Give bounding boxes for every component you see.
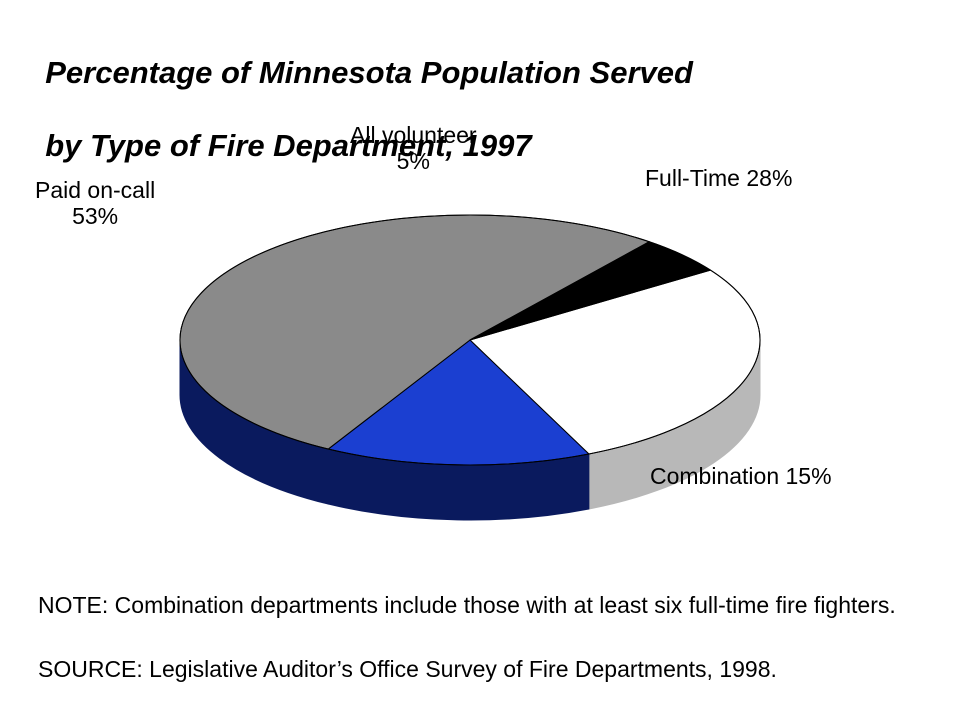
label-combination: Combination 15% bbox=[650, 463, 832, 489]
note-text: NOTE: Combination departments include th… bbox=[38, 592, 896, 620]
pie-chart-svg bbox=[120, 150, 840, 550]
label-fulltime: Full-Time 28% bbox=[645, 165, 792, 191]
label-paidoncall: Paid on-call 53% bbox=[35, 177, 155, 230]
pie-chart: Full-Time 28% Combination 15% Paid on-ca… bbox=[120, 150, 840, 550]
source-text: SOURCE: Legislative Auditor’s Office Sur… bbox=[38, 656, 777, 684]
label-allvolunteer: All volunteer 5% bbox=[350, 122, 477, 175]
title-line1: Percentage of Minnesota Population Serve… bbox=[45, 55, 693, 90]
